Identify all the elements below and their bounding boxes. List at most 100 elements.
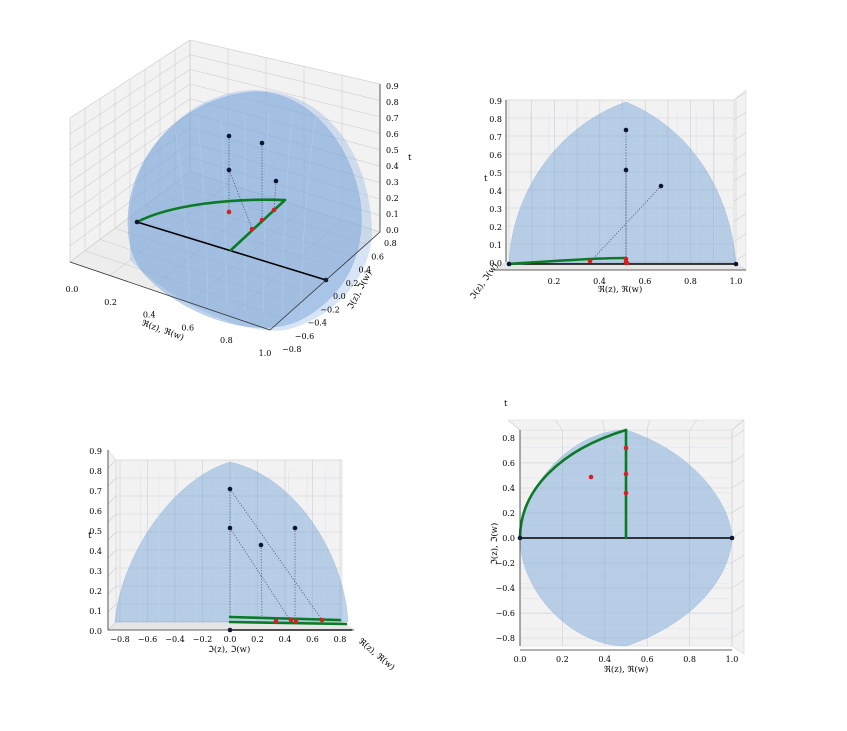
z-axis-label: t (408, 153, 412, 163)
y-tick-label: −0.2 (496, 559, 515, 568)
panel-perspective: 0.00.20.40.60.81.0 0.80.60.40.20.0−0.2−0… (66, 39, 412, 358)
grid-line (189, 39, 381, 85)
x-tick-labels: 0.2 0.4 0.6 0.8 1.0 (548, 277, 743, 286)
grid-line (107, 585, 117, 595)
y-tick-label: 0.2 (502, 509, 515, 518)
y-tick-label: −0.2 (193, 635, 212, 644)
red-point (271, 207, 277, 213)
grid-line (731, 419, 745, 431)
grid-line (731, 629, 745, 639)
y-tick-label: −0.4 (165, 635, 184, 644)
green-arc (507, 256, 628, 266)
grid-line (107, 531, 117, 541)
black-point (733, 261, 739, 267)
grid-line (107, 567, 117, 577)
y-tick-label: −0.6 (295, 332, 314, 341)
y-tick-label: −0.8 (496, 634, 515, 643)
grid-line (554, 419, 563, 431)
y-tick-labels: 0.8 0.6 0.4 0.2 0.0 −0.2 −0.4 −0.6 −0.8 (496, 434, 515, 643)
y-axis-line (269, 231, 381, 331)
x-tick-label: 0.6 (181, 323, 194, 332)
projection-lines (589, 130, 662, 263)
grid-line (107, 495, 117, 505)
grid-line (733, 112, 747, 121)
grid-line (731, 604, 745, 614)
x-tick-label: 1.0 (259, 349, 272, 358)
z-tick-label: 0.7 (386, 114, 399, 123)
y-tick-label: 0.4 (279, 635, 292, 644)
black-point (134, 219, 140, 225)
black-point (623, 127, 629, 133)
y-axis-label: ℑ(z), ℑ(w) (208, 644, 250, 655)
x-tick-label: 0.2 (104, 298, 117, 307)
x-tick-label: 0.6 (641, 655, 654, 664)
z-tick-label: 0.6 (386, 130, 399, 139)
y-tick-label: 0.8 (384, 239, 397, 248)
x-axis-label: ℜ(z), ℜ(w) (140, 318, 185, 343)
x-tick-label: 0.2 (548, 277, 561, 286)
y-tick-label: 0.6 (502, 459, 515, 468)
y-tick-label: 0.4 (502, 484, 515, 493)
black-point (623, 167, 629, 173)
y-axis-label: ℑ(z), ℑ(w) (489, 523, 500, 565)
grid-line (733, 253, 747, 263)
z-tick-label: 0.8 (89, 467, 102, 476)
y-tick-label: −0.8 (282, 345, 301, 354)
x-axis-label: ℜ(z), ℜ(w) (604, 664, 648, 675)
mesh-line (197, 117, 208, 306)
x-tick-label: 1.0 (726, 655, 739, 664)
grid-line (507, 419, 521, 431)
black-point (729, 535, 735, 541)
grid-line (189, 127, 381, 183)
y-axis-label: ℑ(z), ℑ(w) (467, 261, 500, 302)
grid-line (107, 513, 117, 523)
z-tick-label: 0.3 (89, 567, 102, 576)
z-tick-label: 0.6 (489, 151, 502, 160)
red-point (623, 471, 629, 477)
grid-line (189, 83, 381, 134)
black-point (506, 261, 512, 267)
grid-line (733, 233, 747, 242)
green-arc (135, 198, 287, 224)
pane-top (507, 419, 745, 431)
y-tick-label: 0.2 (346, 279, 359, 288)
grid-line (107, 477, 117, 487)
grid-line (107, 549, 117, 559)
y-tick-label: 0.0 (333, 292, 346, 301)
x-axis-line (69, 261, 271, 331)
black-point (258, 542, 264, 548)
panel-top: 0.0 0.2 0.4 0.6 0.8 1.0 0.8 0.6 0.4 0.2 0.0 −0.2 −0… (489, 399, 745, 675)
grid-line (733, 213, 747, 222)
x-tick-label: 0.2 (556, 655, 569, 664)
black-point (273, 178, 279, 184)
grid-line (733, 132, 747, 141)
z-tick-label: 0.3 (386, 178, 399, 187)
grid-line (189, 142, 381, 200)
x-axis-label: ℜ(z), ℜ(w) (356, 636, 397, 673)
projection-lines (229, 488, 323, 621)
mesh-line (173, 118, 189, 303)
grid-line (733, 193, 747, 202)
x-tick-label: 1.0 (730, 277, 743, 286)
grid-line (731, 429, 745, 439)
mesh-line (263, 113, 269, 313)
grid-line (189, 54, 381, 101)
y-tick-label: −0.6 (496, 609, 515, 618)
x-tick-label: 0.4 (598, 655, 611, 664)
z-tick-label: 0.1 (489, 241, 502, 250)
grid-line (107, 603, 117, 613)
z-tick-labels: 0.9 0.8 0.7 0.6 0.5 0.4 0.3 0.2 0.1 0.0 (489, 97, 502, 268)
z-tick-label: 0.3 (489, 205, 502, 214)
grid-line (189, 69, 381, 118)
surface-mesh (140, 470, 326, 622)
surface (114, 461, 349, 623)
grid-line (107, 459, 117, 469)
red-point (587, 258, 593, 264)
y-tick-labels: −0.8 −0.6 −0.4 −0.2 0.0 0.2 0.4 0.6 0.8 (110, 635, 346, 644)
x-tick-labels: 0.0 0.2 0.4 0.6 0.8 1.0 (66, 285, 272, 358)
x-tick-label: 0.6 (639, 277, 652, 286)
grid-line (731, 579, 745, 589)
y-tick-label: −0.6 (138, 635, 157, 644)
y-tick-label: 0.6 (371, 252, 384, 261)
